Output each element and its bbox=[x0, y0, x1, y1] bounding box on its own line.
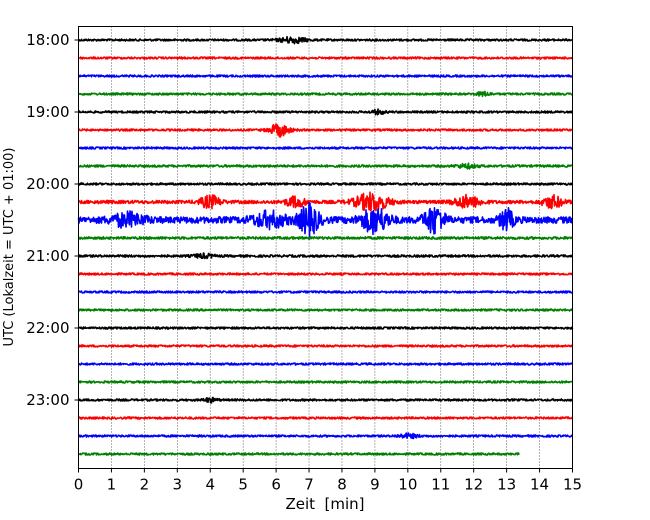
trace-line bbox=[77, 191, 574, 212]
trace-line bbox=[78, 326, 574, 330]
trace-line bbox=[77, 396, 573, 404]
x-tick-label: 2 bbox=[140, 476, 150, 494]
x-tick-label: 6 bbox=[271, 476, 281, 494]
y-axis-label: UTC (Lokalzeit = UTC + 01:00) bbox=[2, 148, 17, 347]
x-tick-label: 10 bbox=[398, 476, 417, 494]
y-tick-label: 22:00 bbox=[26, 319, 69, 337]
x-tick-label: 14 bbox=[530, 476, 549, 494]
x-tick-label: 9 bbox=[370, 476, 380, 494]
x-tick-label: 3 bbox=[173, 476, 183, 494]
trace-line bbox=[77, 272, 573, 276]
x-tick-label: 11 bbox=[431, 476, 450, 494]
y-axis-ticks: 18:00 19:00 20:00 21:00 22:00 23:00 bbox=[26, 31, 79, 409]
plot-frame bbox=[78, 26, 573, 469]
trace-line bbox=[77, 202, 574, 238]
trace-line bbox=[77, 74, 574, 78]
x-tick-label: 0 bbox=[74, 476, 84, 494]
y-tick-label: 23:00 bbox=[26, 391, 69, 409]
x-tick-label: 1 bbox=[107, 476, 117, 494]
y-tick-label: 19:00 bbox=[26, 103, 69, 121]
x-tick-label: 8 bbox=[337, 476, 347, 494]
trace-line bbox=[78, 452, 520, 456]
y-tick-label: 20:00 bbox=[26, 175, 69, 193]
trace-line bbox=[78, 308, 574, 312]
x-tick-label: 13 bbox=[497, 476, 516, 494]
x-tick-label: 5 bbox=[238, 476, 248, 494]
trace-line bbox=[78, 252, 574, 260]
y-tick-label: 18:00 bbox=[26, 31, 69, 49]
y-tick-label: 21:00 bbox=[26, 247, 69, 265]
trace-line bbox=[78, 123, 573, 138]
x-axis-label: Zeit [min] bbox=[285, 495, 364, 513]
x-tick-label: 4 bbox=[205, 476, 215, 494]
trace-line bbox=[77, 90, 573, 98]
trace-line bbox=[77, 236, 574, 240]
x-tick-label: 7 bbox=[304, 476, 314, 494]
trace-line bbox=[78, 146, 574, 150]
trace-line bbox=[78, 56, 573, 60]
trace-line bbox=[77, 162, 574, 170]
x-tick-label: 15 bbox=[563, 476, 582, 494]
seismic-traces bbox=[77, 35, 574, 456]
trace-line bbox=[78, 108, 574, 116]
trace-line bbox=[77, 416, 574, 420]
trace-line bbox=[78, 380, 574, 384]
trace-line bbox=[77, 35, 574, 45]
trace-line bbox=[78, 362, 573, 366]
x-tick-label: 12 bbox=[464, 476, 483, 494]
trace-line bbox=[77, 182, 574, 186]
trace-line bbox=[77, 290, 574, 294]
trace-line bbox=[77, 432, 574, 440]
trace-line bbox=[78, 344, 574, 348]
x-axis-ticks: 0 1 2 3 4 5 6 7 8 9 10 11 12 13 14 15 bbox=[74, 468, 582, 494]
